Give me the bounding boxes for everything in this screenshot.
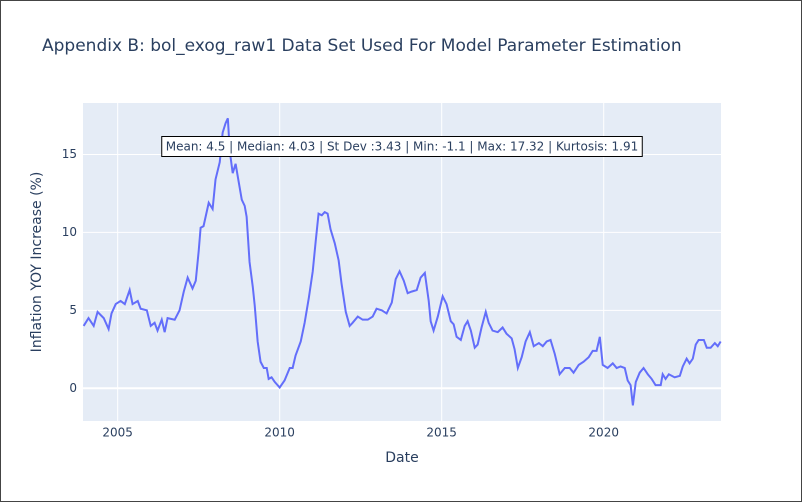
y-tick-label: 15: [62, 147, 77, 161]
marks: [82, 117, 722, 406]
y-tick-label: 10: [62, 225, 77, 239]
annotation-box: [161, 136, 643, 157]
x-tick-label: 2020: [588, 426, 619, 440]
x-tick-label: 2010: [264, 426, 295, 440]
x-axis-label: Date: [385, 450, 418, 466]
y-tick-label: 0: [69, 381, 77, 395]
line: [82, 117, 722, 406]
annotation: Mean: 4.5 | Median: 4.03 | St Dev :3.43 …: [166, 140, 639, 154]
x-tick-label: 2015: [426, 426, 457, 440]
x-tick-label: 2005: [102, 426, 133, 440]
chart-title: Appendix B: bol_exog_raw1 Data Set Used …: [42, 36, 682, 56]
y-axis-label: Inflation YOY Increase (%): [29, 172, 45, 353]
y-tick-label: 5: [69, 303, 77, 317]
